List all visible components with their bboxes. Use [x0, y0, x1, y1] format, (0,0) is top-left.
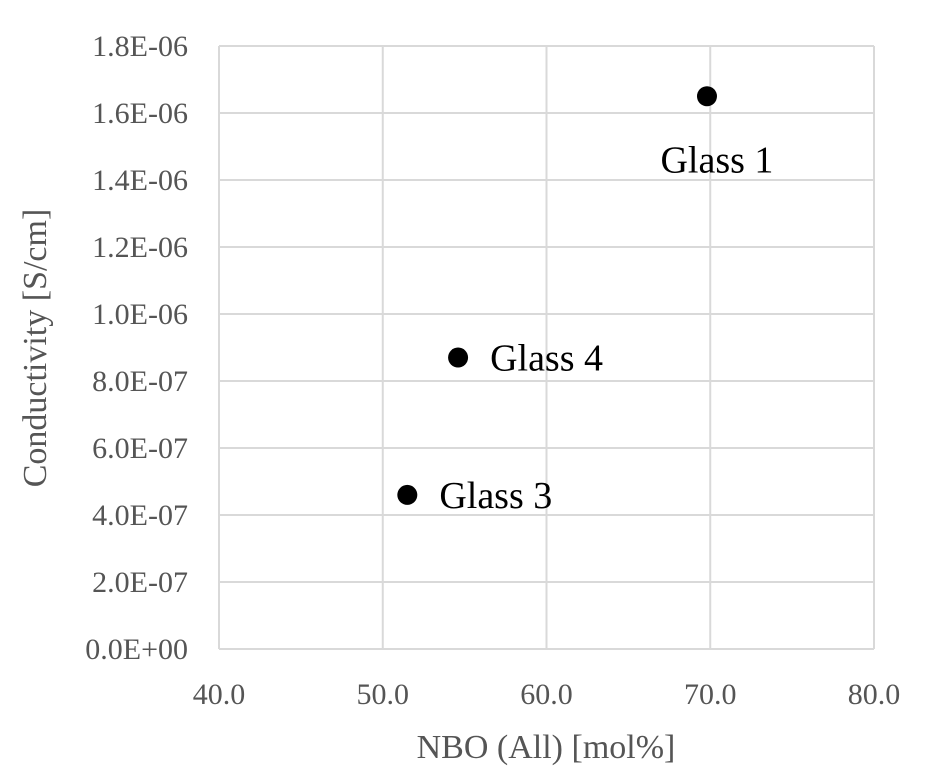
y-tick-label: 1.4E-06: [92, 164, 188, 197]
x-tick-label: 70.0: [684, 678, 737, 711]
y-tick-label: 6.0E-07: [92, 432, 188, 465]
gridlines: [218, 45, 875, 650]
y-tick-label: 1.8E-06: [92, 30, 188, 63]
data-points: Glass 1 Glass 4 Glass 3: [397, 86, 773, 517]
data-point: [696, 86, 717, 107]
y-tick-label: 4.0E-07: [92, 499, 188, 532]
data-point-label: Glass 3: [439, 475, 552, 517]
y-tick-label: 1.6E-06: [92, 97, 188, 130]
data-point: [397, 484, 418, 505]
data-point-label: Glass 1: [660, 139, 773, 181]
tick-labels: 0.0E+00 2.0E-07 4.0E-07 6.0E-07 8.0E-07 1.0E-…: [85, 30, 900, 711]
y-tick-label: 8.0E-07: [92, 365, 188, 398]
x-tick-label: 50.0: [357, 678, 410, 711]
x-tick-label: 40.0: [193, 678, 246, 711]
y-tick-label: 2.0E-07: [92, 566, 188, 599]
y-tick-label: 1.0E-06: [92, 298, 188, 331]
y-tick-label: 1.2E-06: [92, 231, 188, 264]
x-tick-label: 60.0: [520, 678, 573, 711]
data-point: [448, 347, 469, 368]
x-axis-title: NBO (All) [mol%]: [417, 729, 676, 766]
y-axis-title: Conductivity [S/cm]: [17, 209, 54, 488]
y-tick-label: 0.0E+00: [85, 633, 188, 666]
x-tick-label: 80.0: [848, 678, 901, 711]
data-point-label: Glass 4: [490, 338, 603, 380]
